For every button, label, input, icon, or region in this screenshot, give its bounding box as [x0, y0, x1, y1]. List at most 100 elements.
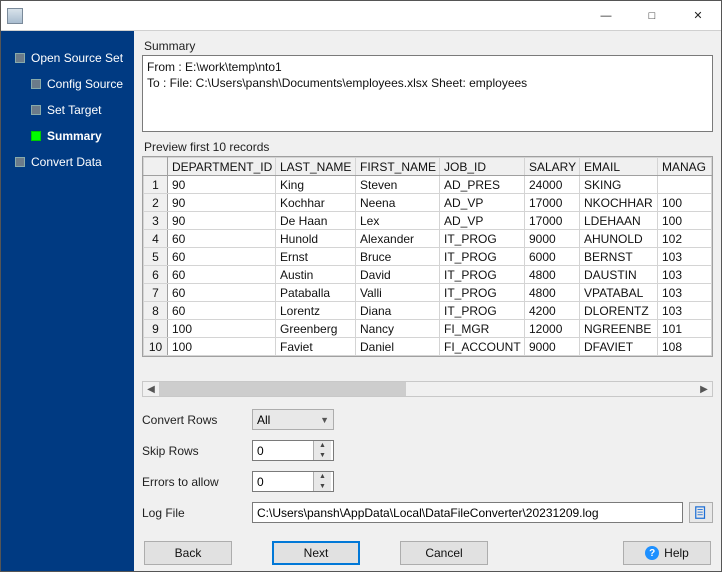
table-cell[interactable]: 9000 [525, 338, 580, 356]
scroll-left-arrow-icon[interactable]: ◀ [143, 382, 159, 396]
close-button[interactable]: ✕ [675, 1, 721, 31]
scroll-right-arrow-icon[interactable]: ▶ [696, 382, 712, 396]
table-cell[interactable]: 101 [658, 320, 712, 338]
minimize-button[interactable]: — [583, 1, 629, 31]
table-cell[interactable]: DFAVIET [580, 338, 658, 356]
table-cell[interactable]: DLORENTZ [580, 302, 658, 320]
table-cell[interactable]: 103 [658, 284, 712, 302]
table-row[interactable]: 190KingStevenAD_PRES24000SKING [144, 176, 712, 194]
table-cell[interactable]: Pataballa [276, 284, 356, 302]
table-cell[interactable]: 90 [168, 212, 276, 230]
table-cell[interactable]: Lorentz [276, 302, 356, 320]
column-header[interactable]: LAST_NAME [276, 158, 356, 176]
step-down-icon[interactable]: ▼ [314, 451, 331, 461]
table-cell[interactable]: Hunold [276, 230, 356, 248]
table-cell[interactable]: 60 [168, 302, 276, 320]
table-cell[interactable]: NKOCHHAR [580, 194, 658, 212]
preview-grid[interactable]: DEPARTMENT_IDLAST_NAMEFIRST_NAMEJOB_IDSA… [142, 156, 713, 357]
table-cell[interactable]: 103 [658, 266, 712, 284]
table-cell[interactable]: AD_VP [440, 212, 525, 230]
log-file-input[interactable]: C:\Users\pansh\AppData\Local\DataFileCon… [252, 502, 683, 523]
table-cell[interactable]: De Haan [276, 212, 356, 230]
skip-rows-stepper[interactable]: ▲ ▼ [252, 440, 334, 461]
cancel-button[interactable]: Cancel [400, 541, 488, 565]
table-cell[interactable]: VPATABAL [580, 284, 658, 302]
table-cell[interactable]: Neena [356, 194, 440, 212]
table-cell[interactable]: Greenberg [276, 320, 356, 338]
table-cell[interactable]: IT_PROG [440, 230, 525, 248]
sidebar-item-summary[interactable]: Summary [7, 127, 128, 145]
summary-textarea[interactable]: From : E:\work\temp\nto1 To : File: C:\U… [142, 55, 713, 132]
table-row[interactable]: 560ErnstBruceIT_PROG6000BERNST103 [144, 248, 712, 266]
table-cell[interactable]: FI_ACCOUNT [440, 338, 525, 356]
table-cell[interactable]: 60 [168, 284, 276, 302]
convert-rows-select[interactable]: All ▼ [252, 409, 334, 430]
table-cell[interactable]: David [356, 266, 440, 284]
next-button[interactable]: Next [272, 541, 360, 565]
table-cell[interactable]: FI_MGR [440, 320, 525, 338]
column-header[interactable]: JOB_ID [440, 158, 525, 176]
table-cell[interactable]: 4800 [525, 266, 580, 284]
sidebar-item-convert-data[interactable]: Convert Data [7, 153, 128, 171]
sidebar-item-config-source[interactable]: Config Source [7, 75, 128, 93]
column-header[interactable]: MANAG [658, 158, 712, 176]
step-up-icon[interactable]: ▲ [314, 441, 331, 451]
table-cell[interactable]: 60 [168, 248, 276, 266]
table-cell[interactable]: Nancy [356, 320, 440, 338]
errors-allow-input[interactable] [253, 472, 313, 491]
table-cell[interactable]: 100 [658, 212, 712, 230]
column-header[interactable]: DEPARTMENT_ID [168, 158, 276, 176]
table-cell[interactable]: Lex [356, 212, 440, 230]
table-cell[interactable]: Diana [356, 302, 440, 320]
table-cell[interactable]: Valli [356, 284, 440, 302]
column-header[interactable]: FIRST_NAME [356, 158, 440, 176]
table-cell[interactable]: AD_PRES [440, 176, 525, 194]
column-header[interactable]: EMAIL [580, 158, 658, 176]
table-cell[interactable]: Faviet [276, 338, 356, 356]
table-cell[interactable]: 90 [168, 176, 276, 194]
table-cell[interactable]: 12000 [525, 320, 580, 338]
table-cell[interactable]: Austin [276, 266, 356, 284]
skip-rows-input[interactable] [253, 441, 313, 460]
table-cell[interactable]: 102 [658, 230, 712, 248]
table-cell[interactable]: 24000 [525, 176, 580, 194]
table-cell[interactable]: 17000 [525, 194, 580, 212]
back-button[interactable]: Back [144, 541, 232, 565]
table-cell[interactable]: BERNST [580, 248, 658, 266]
table-cell[interactable]: Steven [356, 176, 440, 194]
errors-allow-stepper[interactable]: ▲ ▼ [252, 471, 334, 492]
horizontal-scrollbar[interactable]: ◀ ▶ [142, 381, 713, 397]
table-row[interactable]: 460HunoldAlexanderIT_PROG9000AHUNOLD102 [144, 230, 712, 248]
table-cell[interactable]: 4200 [525, 302, 580, 320]
table-cell[interactable]: IT_PROG [440, 266, 525, 284]
table-cell[interactable]: 9000 [525, 230, 580, 248]
table-cell[interactable]: AD_VP [440, 194, 525, 212]
table-cell[interactable]: IT_PROG [440, 248, 525, 266]
table-cell[interactable]: IT_PROG [440, 302, 525, 320]
sidebar-item-open-source-set[interactable]: Open Source Set [7, 49, 128, 67]
sidebar-item-set-target[interactable]: Set Target [7, 101, 128, 119]
table-cell[interactable]: 100 [658, 194, 712, 212]
step-up-icon[interactable]: ▲ [314, 472, 331, 482]
table-cell[interactable]: Ernst [276, 248, 356, 266]
table-cell[interactable]: 100 [168, 320, 276, 338]
table-cell[interactable]: SKING [580, 176, 658, 194]
table-cell[interactable]: Bruce [356, 248, 440, 266]
table-cell[interactable]: King [276, 176, 356, 194]
table-cell[interactable]: Kochhar [276, 194, 356, 212]
help-button[interactable]: ? Help [623, 541, 711, 565]
table-cell[interactable]: 90 [168, 194, 276, 212]
table-cell[interactable]: 108 [658, 338, 712, 356]
browse-log-button[interactable] [689, 502, 713, 523]
table-cell[interactable]: 17000 [525, 212, 580, 230]
column-header[interactable]: SALARY [525, 158, 580, 176]
table-cell[interactable]: 60 [168, 230, 276, 248]
table-cell[interactable]: AHUNOLD [580, 230, 658, 248]
table-row[interactable]: 860LorentzDianaIT_PROG4200DLORENTZ103 [144, 302, 712, 320]
table-row[interactable]: 290KochharNeenaAD_VP17000NKOCHHAR100 [144, 194, 712, 212]
table-cell[interactable]: Alexander [356, 230, 440, 248]
table-cell[interactable]: IT_PROG [440, 284, 525, 302]
table-cell[interactable]: 103 [658, 302, 712, 320]
table-cell[interactable]: 6000 [525, 248, 580, 266]
table-row[interactable]: 660AustinDavidIT_PROG4800DAUSTIN103 [144, 266, 712, 284]
